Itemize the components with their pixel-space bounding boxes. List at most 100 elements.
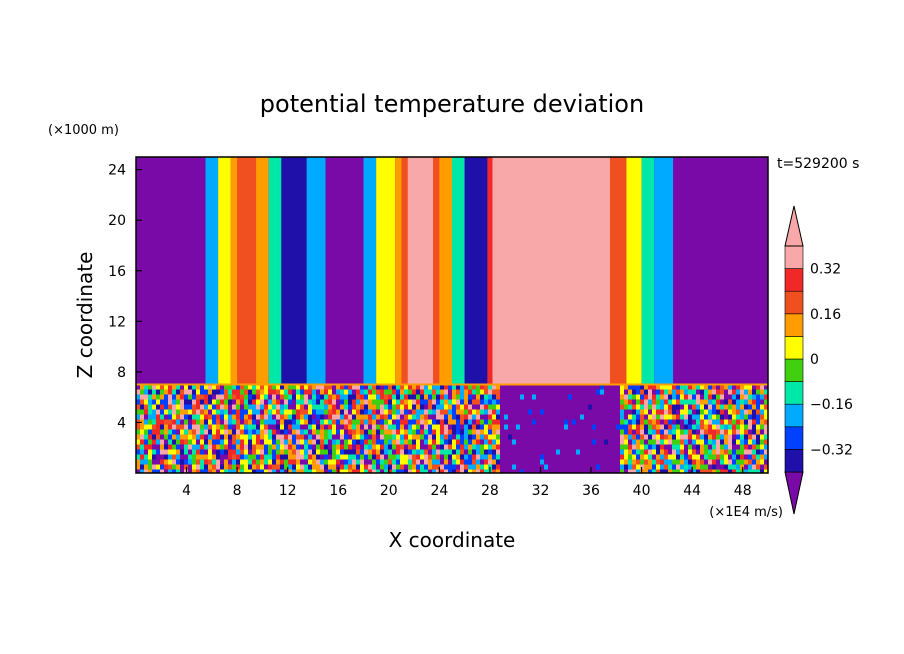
lower-cell — [188, 409, 192, 415]
lower-cell — [452, 399, 456, 405]
lower-cell — [300, 389, 304, 395]
lower-cell — [424, 464, 428, 470]
contour-column-9 — [363, 157, 377, 385]
lower-cell — [256, 394, 260, 400]
lower-cell — [660, 399, 664, 405]
lower-cell — [712, 429, 716, 435]
lower-cell — [480, 464, 484, 470]
lower-cell — [204, 434, 208, 440]
lower-cell — [468, 464, 472, 470]
lower-cell — [176, 434, 180, 440]
lower-cell — [264, 384, 268, 390]
lower-cell — [192, 424, 196, 430]
lower-cell — [712, 454, 716, 460]
lower-cell — [296, 394, 300, 400]
lower-cell — [400, 424, 404, 430]
lower-cell — [276, 444, 280, 450]
lower-cell — [708, 384, 712, 390]
lower-cell — [180, 459, 184, 465]
lower-cell — [480, 394, 484, 400]
lower-cell — [432, 394, 436, 400]
lower-cell — [304, 394, 308, 400]
lower-cell — [688, 429, 692, 435]
lower-cell — [300, 414, 304, 420]
lower-cell — [744, 409, 748, 415]
lower-cell — [364, 384, 368, 390]
lower-cell — [328, 384, 332, 390]
lower-cell — [180, 464, 184, 470]
lower-cell — [436, 429, 440, 435]
lower-cell — [748, 424, 752, 430]
lower-cell — [280, 424, 284, 430]
lower-cell — [716, 444, 720, 450]
lower-cell — [732, 409, 736, 415]
x-tick-label: 12 — [279, 483, 297, 499]
lower-cell — [392, 399, 396, 405]
lower-cell — [148, 404, 152, 410]
lower-cell — [312, 389, 316, 395]
lower-cell — [252, 444, 256, 450]
lower-cell — [144, 449, 148, 455]
lower-cell — [264, 454, 268, 460]
lower-cell — [592, 424, 596, 430]
lower-cell — [308, 459, 312, 465]
lower-cell — [264, 439, 268, 445]
lower-cell — [312, 459, 316, 465]
lower-cell — [724, 399, 728, 405]
lower-cell — [708, 394, 712, 400]
lower-cell — [196, 419, 200, 425]
lower-cell — [368, 459, 372, 465]
lower-cell — [540, 409, 544, 415]
lower-cell — [292, 399, 296, 405]
contour-column-1 — [205, 157, 219, 385]
lower-cell — [664, 389, 668, 395]
lower-cell — [456, 414, 460, 420]
lower-cell — [412, 424, 416, 430]
lower-cell — [268, 459, 272, 465]
lower-cell — [276, 424, 280, 430]
lower-cell — [424, 434, 428, 440]
lower-cell — [468, 449, 472, 455]
y-tick-label: 8 — [117, 365, 126, 381]
lower-cell — [676, 389, 680, 395]
lower-cell — [396, 389, 400, 395]
lower-cell — [400, 464, 404, 470]
lower-cell — [712, 409, 716, 415]
lower-cell — [332, 444, 336, 450]
y-tick-label: 20 — [108, 213, 126, 229]
lower-cell — [752, 449, 756, 455]
lower-cell — [424, 449, 428, 455]
lower-cell — [760, 459, 764, 465]
lower-cell — [252, 469, 256, 473]
lower-cell — [316, 444, 320, 450]
lower-cell — [188, 444, 192, 450]
lower-cell — [324, 399, 328, 405]
lower-cell — [364, 429, 368, 435]
lower-cell — [444, 444, 448, 450]
lower-cell — [660, 449, 664, 455]
lower-cell — [404, 449, 408, 455]
lower-cell — [180, 409, 184, 415]
lower-cell — [724, 394, 728, 400]
lower-cell — [632, 459, 636, 465]
lower-cell — [696, 419, 700, 425]
lower-cell — [704, 439, 708, 445]
lower-cell — [256, 414, 260, 420]
lower-cell — [680, 404, 684, 410]
lower-cell — [352, 429, 356, 435]
lower-cell — [636, 404, 640, 410]
lower-cell — [216, 449, 220, 455]
lower-cell — [416, 459, 420, 465]
lower-cell — [212, 404, 216, 410]
lower-cell — [264, 434, 268, 440]
lower-cell — [716, 404, 720, 410]
lower-cell — [656, 469, 660, 473]
lower-cell — [136, 469, 140, 473]
lower-cell — [700, 434, 704, 440]
lower-cell — [704, 454, 708, 460]
lower-cell — [444, 464, 448, 470]
lower-cell — [732, 419, 736, 425]
lower-cell — [312, 409, 316, 415]
lower-cell — [224, 424, 228, 430]
lower-cell — [288, 404, 292, 410]
